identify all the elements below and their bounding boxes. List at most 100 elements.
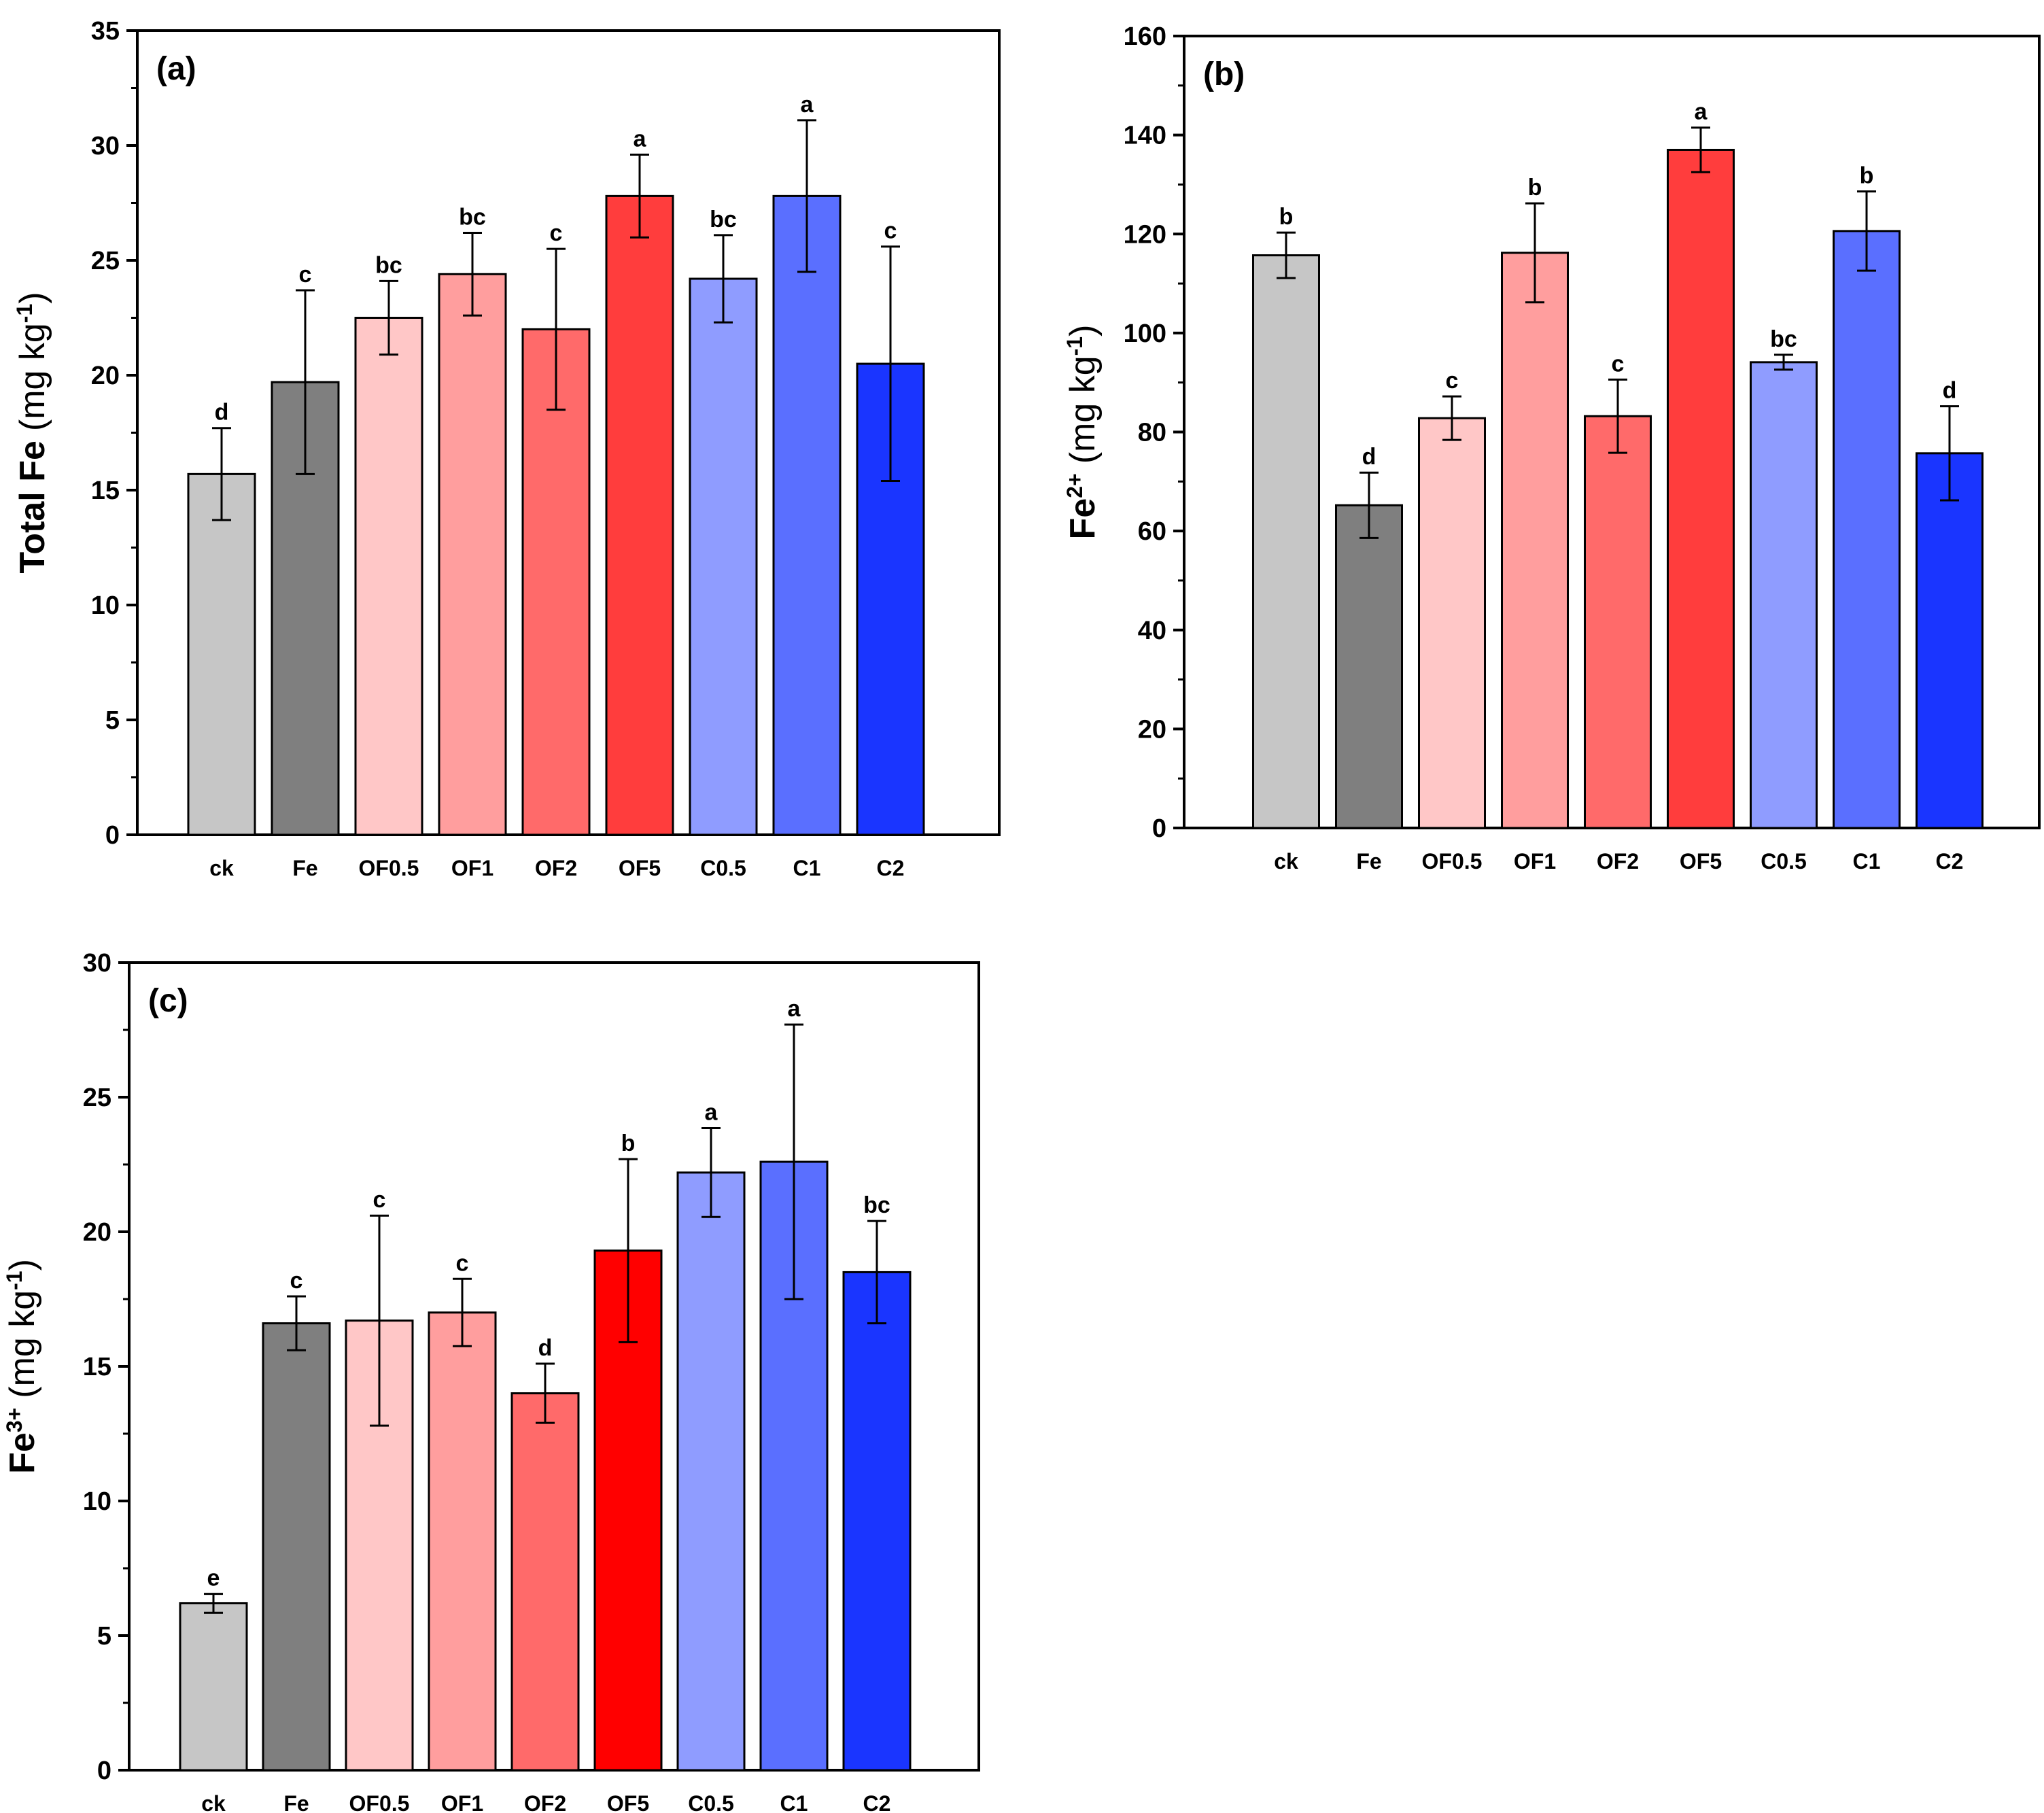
significance-letter-ck: e (207, 1566, 220, 1591)
bar-ck (1252, 254, 1320, 829)
significance-letter-Fe: d (1362, 444, 1376, 470)
significance-letter-OF5: a (1695, 99, 1708, 125)
y-tick-label: 20 (91, 362, 120, 390)
bar-C0.5 (676, 1171, 746, 1772)
significance-letter-OF0.5: bc (375, 252, 402, 278)
bar-ck (187, 472, 256, 836)
significance-letter-OF5: b (621, 1130, 636, 1156)
y-axis-title-ion-charge: 3+ (2, 1408, 27, 1432)
significance-letter-C2: bc (863, 1192, 890, 1218)
y-tick-label: 100 (1124, 320, 1166, 348)
y-tick-label: 20 (1138, 715, 1166, 744)
x-category-label-C1: C1 (780, 1791, 808, 1813)
y-axis-title-main: Fe (3, 1432, 42, 1474)
x-category-label-C2: C2 (1936, 849, 1964, 874)
bar-C0.5 (1750, 361, 1818, 829)
significance-letter-C2: d (1943, 378, 1957, 404)
bar-C1 (772, 194, 842, 836)
y-axis-title: Total Fe (mg kg-1) (12, 292, 52, 573)
bar-OF5 (1667, 148, 1735, 829)
x-category-label-OF1: OF1 (1514, 849, 1556, 874)
panel-label: (b) (1203, 56, 1245, 92)
significance-letter-ck: b (1279, 204, 1294, 230)
bar-OF5 (605, 194, 674, 836)
y-tick-label: 160 (1124, 22, 1166, 51)
bar-Fe (262, 1322, 331, 1772)
x-category-label-OF2: OF2 (1597, 849, 1639, 874)
y-tick-label: 20 (83, 1218, 111, 1247)
y-axis-title-unit: (mg kg (3, 1290, 42, 1398)
significance-letter-C1: b (1860, 163, 1874, 189)
significance-letter-ck: d (215, 400, 229, 426)
y-axis-title-unit: (mg kg (13, 323, 52, 431)
significance-letter-OF0.5: c (1446, 368, 1459, 394)
x-category-label-C0.5: C0.5 (688, 1791, 734, 1813)
significance-letter-C0.5: bc (1770, 326, 1797, 352)
significance-letter-OF2: c (1612, 351, 1625, 377)
x-category-label-C0.5: C0.5 (700, 856, 746, 880)
bar-ck (179, 1602, 248, 1772)
x-category-label-ck: ck (209, 856, 234, 880)
significance-letter-OF2: d (538, 1335, 553, 1361)
y-axis-title-main: Fe (1063, 498, 1103, 540)
panel-b-fe2-chart: 0 20 40 60 80 100 120 140 160 b ck d Fe c OF0.5 b OF1 c OF… (1062, 22, 2041, 874)
x-category-label-C1: C1 (1853, 849, 1881, 874)
y-tick-label: 80 (1138, 419, 1166, 447)
y-axis-title-unit: (mg kg (1063, 356, 1103, 464)
x-category-label-Fe: Fe (292, 856, 317, 880)
x-category-label-Fe: Fe (283, 1791, 309, 1813)
x-category-label-C1: C1 (793, 856, 821, 880)
significance-letter-OF1: c (456, 1250, 469, 1276)
y-tick-label: 30 (91, 132, 120, 160)
x-category-label-OF0.5: OF0.5 (1422, 849, 1483, 874)
y-axis-title-unit-close: ) (13, 292, 52, 303)
bar-OF1 (1501, 252, 1569, 829)
x-category-label-ck: ck (1274, 849, 1298, 874)
significance-letter-Fe: c (290, 1268, 303, 1294)
y-axis-title: Fe3+ (mg kg-1) (2, 1259, 42, 1474)
y-tick-label: 5 (97, 1622, 111, 1651)
bar-OF2 (1584, 415, 1652, 829)
y-tick-label: 15 (91, 477, 120, 505)
y-axis-title-unit-close: ) (1063, 325, 1103, 336)
significance-letter-OF1: b (1528, 175, 1542, 201)
significance-letter-C0.5: bc (710, 207, 737, 232)
significance-letter-C0.5: a (705, 1100, 718, 1126)
y-tick-label: 60 (1138, 517, 1166, 546)
x-category-label-C2: C2 (863, 1791, 891, 1813)
x-category-label-OF5: OF5 (619, 856, 661, 880)
y-tick-label: 10 (83, 1487, 111, 1516)
y-tick-label: 40 (1138, 617, 1166, 645)
significance-letter-Fe: c (299, 262, 312, 288)
y-tick-label: 35 (91, 17, 120, 46)
bar-OF1 (428, 1311, 497, 1772)
y-axis-title: Fe2+ (mg kg-1) (1062, 325, 1103, 540)
x-category-label-OF0.5: OF0.5 (359, 856, 419, 880)
bar-C2 (842, 1271, 912, 1772)
y-tick-label: 0 (1152, 814, 1166, 843)
x-category-label-OF0.5: OF0.5 (349, 1791, 410, 1813)
panel-label: (c) (148, 983, 188, 1019)
y-tick-label: 15 (83, 1353, 111, 1381)
y-tick-label: 30 (83, 949, 111, 978)
x-category-label-OF2: OF2 (524, 1791, 566, 1813)
significance-letter-OF0.5: c (373, 1187, 386, 1213)
y-axis-title-main: Total Fe (13, 441, 52, 573)
y-tick-label: 140 (1124, 122, 1166, 150)
y-tick-label: 120 (1124, 220, 1166, 249)
significance-letter-C2: c (884, 218, 897, 244)
y-tick-label: 10 (91, 591, 120, 620)
panel-label: (a) (156, 51, 196, 87)
x-category-label-OF2: OF2 (535, 856, 577, 880)
panel-c-fe3-chart: 0 5 10 15 20 25 30 e ck c Fe c OF0.5 c OF1 d OF2 b OF5 a C0.… (2, 949, 980, 1813)
significance-letter-C1: a (788, 996, 801, 1022)
x-category-label-ck: ck (201, 1791, 226, 1813)
y-tick-label: 0 (97, 1757, 111, 1785)
significance-letter-OF2: c (550, 220, 563, 246)
x-category-label-OF5: OF5 (607, 1791, 649, 1813)
x-category-label-OF1: OF1 (441, 1791, 483, 1813)
x-category-label-C2: C2 (877, 856, 905, 880)
x-category-label-Fe: Fe (1356, 849, 1381, 874)
panel-a-total-fe-chart: 0 5 10 15 20 25 30 35 d ck c Fe bc OF0.5 bc OF1 c OF2 a OF5… (12, 17, 1001, 880)
